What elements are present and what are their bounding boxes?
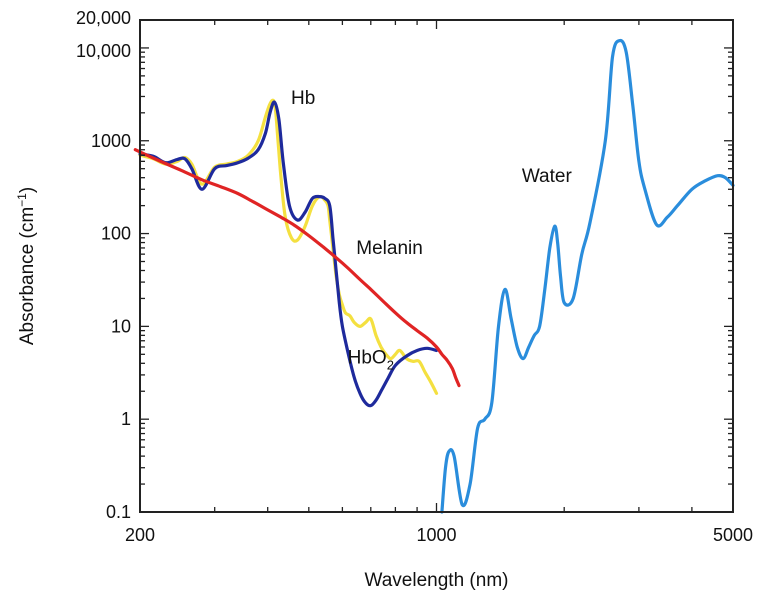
series-line-melanin — [133, 148, 461, 388]
labels-layer: 0.1 1 10 100 1000 10,000 20,000 200 1000 5000 Hb Hb… — [76, 8, 753, 545]
x-tick-label: 200 — [125, 525, 155, 545]
x-tick-label: 5000 — [713, 525, 753, 545]
y-tick-label: 10,000 — [76, 41, 131, 61]
y-axis-title-close: ) — [17, 187, 38, 193]
ticks-layer — [139, 19, 734, 513]
plot-frame — [139, 19, 734, 513]
series-label-hbo2: HbO2 — [348, 347, 394, 372]
x-tick-label: 1000 — [416, 525, 456, 545]
series-layer — [133, 38, 735, 514]
y-tick-label: 1 — [121, 409, 131, 429]
x-axis-title: Wavelength (nm) — [365, 570, 509, 591]
y-axis-title-main: Absorbance (cm — [17, 207, 38, 345]
series-line-water — [440, 38, 735, 514]
series-label-water: Water — [522, 166, 573, 187]
y-tick-label: 0.1 — [106, 502, 131, 522]
series-label-melanin: Melanin — [356, 238, 423, 259]
series-line-hbo2 — [138, 100, 439, 408]
y-axis-title: Absorbance (cm−1) — [15, 187, 38, 345]
y-tick-label: 10 — [111, 316, 131, 336]
y-axis-title-superscript: −1 — [15, 193, 29, 207]
series-label-hb: Hb — [291, 88, 315, 109]
y-tick-label: 1000 — [91, 131, 131, 151]
y-tick-label: 20,000 — [76, 8, 131, 28]
y-tick-label: 100 — [101, 224, 131, 244]
